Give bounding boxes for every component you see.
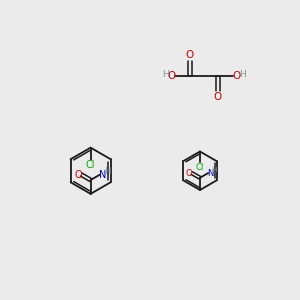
Text: Cl: Cl <box>196 163 204 172</box>
Text: N: N <box>207 169 213 178</box>
Text: O: O <box>232 71 240 81</box>
Text: O: O <box>74 169 82 180</box>
Text: O: O <box>186 169 192 178</box>
Text: Cl: Cl <box>86 160 95 170</box>
Text: H: H <box>212 167 217 173</box>
Text: H: H <box>239 70 246 79</box>
Text: H: H <box>104 167 110 176</box>
Text: O: O <box>167 71 175 81</box>
Text: N: N <box>99 169 106 180</box>
Text: H: H <box>162 70 169 79</box>
Text: O: O <box>186 50 194 60</box>
Text: O: O <box>214 92 222 102</box>
